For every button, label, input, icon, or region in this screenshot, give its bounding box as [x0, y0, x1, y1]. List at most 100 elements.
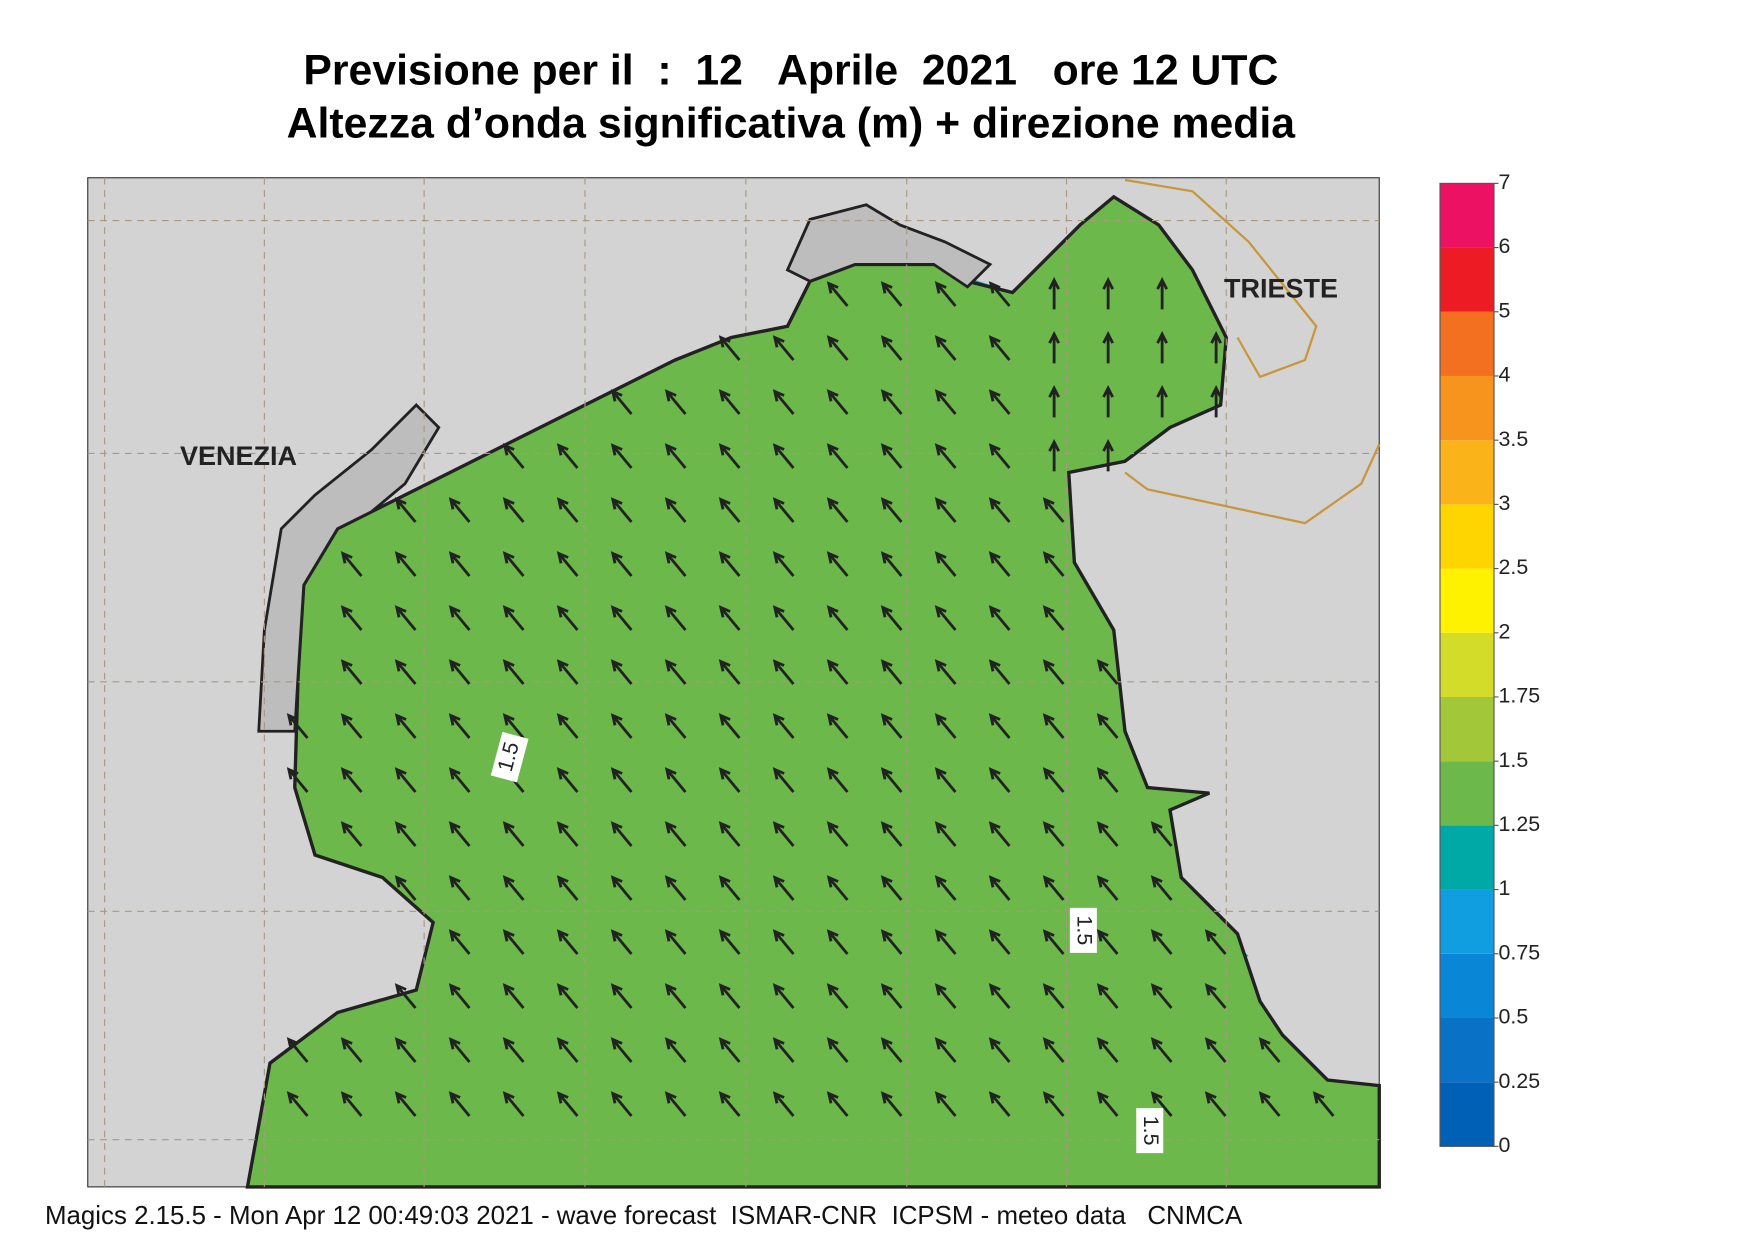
arrow: [448, 497, 471, 523]
arrow: [988, 713, 1011, 739]
arrow: [502, 605, 525, 631]
arrow: [556, 713, 579, 739]
contour-label-bg: [1069, 907, 1097, 953]
arrow: [1048, 439, 1060, 472]
arrow: [448, 605, 471, 631]
arrow: [556, 605, 579, 631]
colorbar: 0 0.25 0.5 0.75 1 1.25 1.5 1.75 2 2.5 3 3.5 4 5 6 7: [1439, 170, 1541, 1157]
arrow: [1150, 1091, 1173, 1117]
arrow: [880, 1037, 903, 1063]
arrow: [934, 767, 957, 793]
arrow: [556, 983, 579, 1009]
arrow: [286, 1037, 309, 1063]
graticule: [87, 177, 1380, 1187]
arrow: [664, 605, 687, 631]
arrow: [880, 767, 903, 793]
colorbar-bin: [1440, 375, 1494, 441]
arrow: [880, 281, 903, 307]
colorbar-tick-label: 1: [1499, 876, 1511, 900]
arrow: [340, 659, 363, 685]
arrow: [610, 1037, 633, 1063]
arrow: [772, 1037, 795, 1063]
arrow: [286, 713, 309, 739]
colorbar-tick-label: 1.75: [1499, 684, 1541, 708]
arrow: [880, 875, 903, 901]
contour-label-bg: [1136, 1108, 1164, 1154]
arrow: [934, 605, 957, 631]
arrow: [1042, 1037, 1065, 1063]
arrow: [988, 443, 1011, 469]
colorbar-tick-label: 3: [1499, 491, 1511, 515]
arrow: [1042, 821, 1065, 847]
arrow: [772, 1091, 795, 1117]
arrow: [502, 821, 525, 847]
arrow: [664, 497, 687, 523]
arrow: [826, 605, 849, 631]
arrow: [448, 767, 471, 793]
arrow: [988, 497, 1011, 523]
arrow: [394, 605, 417, 631]
arrow: [502, 497, 525, 523]
arrow: [1258, 1037, 1281, 1063]
arrow: [448, 551, 471, 577]
arrow: [718, 767, 741, 793]
arrow: [826, 551, 849, 577]
arrow: [556, 1037, 579, 1063]
arrow: [772, 389, 795, 415]
title: Previsione per il : 12 Aprile 2021 ore 1…: [303, 46, 1278, 94]
arrow: [1312, 1091, 1335, 1117]
arrow: [610, 1091, 633, 1117]
colorbar-tick-label: 2: [1499, 619, 1511, 643]
colorbar-tick-label: 1.5: [1499, 748, 1529, 772]
arrow: [988, 821, 1011, 847]
subtitle: Altezza d’onda significativa (m) + direz…: [287, 99, 1297, 147]
arrow: [448, 875, 471, 901]
arrow: [1156, 331, 1168, 364]
arrow: [1096, 1091, 1119, 1117]
arrow: [448, 1091, 471, 1117]
arrow: [340, 1037, 363, 1063]
arrow: [1042, 875, 1065, 901]
arrow: [1258, 1091, 1281, 1117]
arrow: [610, 767, 633, 793]
arrow: [556, 767, 579, 793]
arrow: [394, 497, 417, 523]
arrow: [610, 605, 633, 631]
colorbar-bin: [1440, 953, 1494, 1018]
arrow: [772, 821, 795, 847]
colorbar-bin: [1440, 632, 1494, 697]
colorbar-bin: [1440, 761, 1494, 826]
arrow: [1150, 929, 1173, 955]
colorbar-bin: [1440, 696, 1494, 762]
arrow: [1204, 1037, 1227, 1063]
colorbar-tick-label: 3.5: [1499, 427, 1529, 451]
arrow: [664, 551, 687, 577]
footer: Magics 2.15.5 - Mon Apr 12 00:49:03 2021…: [45, 1202, 1243, 1230]
arrow: [394, 551, 417, 577]
arrow: [502, 713, 525, 739]
arrow: [664, 875, 687, 901]
map: VENEZIA TRIESTE 1.5 1.5 1.5: [87, 177, 1381, 1189]
wave-directions: [286, 277, 1335, 1117]
arrow: [880, 335, 903, 361]
arrow: [772, 767, 795, 793]
place-label: VENEZIA: [180, 441, 297, 471]
arrow: [610, 875, 633, 901]
arrow: [556, 497, 579, 523]
arrow: [664, 983, 687, 1009]
arrow: [880, 659, 903, 685]
arrow: [988, 983, 1011, 1009]
arrow: [934, 983, 957, 1009]
arrow: [934, 659, 957, 685]
arrow: [880, 389, 903, 415]
arrow: [1210, 385, 1222, 418]
arrow: [718, 443, 741, 469]
arrow: [1156, 277, 1168, 310]
arrow: [340, 767, 363, 793]
arrow: [610, 659, 633, 685]
arrow: [1096, 1037, 1119, 1063]
arrow: [1096, 983, 1119, 1009]
arrow: [448, 929, 471, 955]
arrow: [934, 1037, 957, 1063]
arrow: [664, 1091, 687, 1117]
